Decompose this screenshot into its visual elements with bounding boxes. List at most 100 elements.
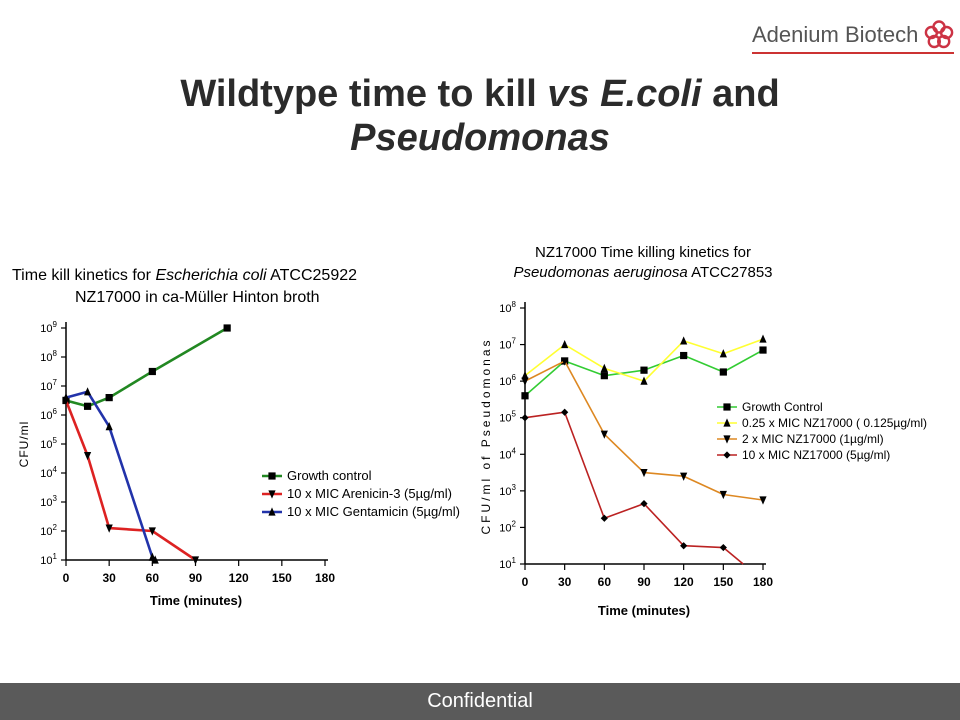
y-tick-base: 10 (40, 410, 52, 422)
data-point (719, 368, 727, 376)
x-tick-label: 180 (753, 575, 773, 589)
y-tick-base: 10 (40, 555, 52, 567)
y-tick-exponent: 6 (512, 373, 517, 382)
x-tick-label: 30 (558, 575, 572, 589)
data-point (62, 393, 70, 402)
data-point (680, 472, 688, 481)
y-tick-base: 10 (499, 340, 511, 352)
y-tick-exponent: 8 (53, 349, 58, 358)
y-tick-exponent: 8 (512, 300, 517, 309)
x-tick-label: 90 (637, 575, 651, 589)
title-part-1: Wildtype time to kill (180, 73, 548, 115)
data-point (600, 372, 608, 380)
y-tick-label: 105 (499, 410, 516, 425)
series-2 (521, 334, 767, 385)
x-tick-label: 90 (189, 571, 203, 585)
data-point (561, 408, 569, 416)
chart-title-part: Pseudomonas aeruginosa (513, 264, 687, 281)
legend-marker (723, 418, 731, 427)
x-axis-label: Time (minutes) (598, 603, 690, 618)
footer-label: Confidential (427, 690, 533, 712)
x-tick-label: 60 (598, 575, 612, 589)
y-tick-base: 10 (40, 468, 52, 480)
data-point (600, 363, 608, 372)
chart-title-part: ATCC27853 (688, 264, 773, 281)
charts-canvas: Time kill kinetics for Escherichia coli … (12, 244, 927, 618)
y-axis-label: CFU/ml (17, 421, 31, 468)
y-tick-base: 10 (40, 439, 52, 451)
y-tick-label: 105 (40, 436, 57, 451)
data-point (148, 367, 156, 376)
data-point (521, 377, 529, 386)
legend-label: 2 x MIC NZ17000 (1µg/ml) (742, 432, 884, 446)
series-4 (521, 408, 744, 565)
data-point (680, 336, 688, 345)
chart-title-line1: Time kill kinetics for Escherichia coli … (12, 267, 357, 284)
data-point (105, 524, 113, 533)
data-point (640, 366, 648, 374)
y-tick-exponent: 7 (53, 378, 58, 387)
series-1 (62, 324, 231, 410)
y-tick-exponent: 1 (53, 552, 58, 561)
legend: Growth Control 0.25 x MIC NZ17000 ( 0.125… (717, 400, 927, 462)
flower-icon (924, 20, 954, 49)
y-tick-exponent: 7 (512, 337, 517, 346)
x-tick-label: 180 (315, 571, 335, 585)
legend: Growth control 10 x MIC Arenicin-3 (5µg/m… (262, 468, 460, 519)
data-point (191, 556, 200, 565)
x-tick-label: 60 (146, 571, 160, 585)
legend-label: Growth control (287, 468, 372, 483)
data-point (759, 334, 767, 343)
y-tick-base: 10 (499, 303, 511, 315)
chart-title-part: Escherichia coli (155, 267, 267, 284)
data-point (759, 496, 767, 505)
y-tick-label: 106 (499, 373, 516, 388)
x-tick-label: 30 (102, 571, 116, 585)
data-point (105, 422, 113, 431)
y-tick-base: 10 (40, 497, 52, 509)
legend-marker (723, 403, 731, 411)
chart-title-line1: NZ17000 Time killing kinetics for (535, 244, 751, 261)
data-point (719, 490, 727, 500)
data-point (151, 555, 159, 564)
y-tick-base: 10 (40, 352, 52, 364)
y-tick-label: 106 (40, 407, 57, 422)
series-line (65, 390, 157, 561)
series-2 (62, 396, 200, 565)
data-point (521, 414, 529, 422)
y-tick-base: 10 (499, 376, 511, 388)
data-point (83, 452, 92, 461)
y-tick-label: 102 (40, 523, 57, 538)
chart-title-part: ATCC25922 (267, 267, 358, 284)
data-point (561, 339, 569, 349)
data-point (223, 324, 231, 332)
data-point (561, 357, 569, 366)
x-tick-label: 120 (674, 575, 694, 589)
y-tick-exponent: 9 (53, 320, 58, 329)
legend-label: Growth Control (742, 400, 823, 414)
legend-marker (268, 472, 276, 480)
legend-label: 10 x MIC NZ17000 (5µg/ml) (742, 448, 890, 462)
series-line (64, 400, 197, 562)
y-tick-base: 10 (40, 526, 52, 538)
series-line (524, 338, 764, 382)
brand-logo: Adenium Biotech (752, 19, 954, 51)
y-tick-exponent: 2 (512, 519, 517, 528)
y-tick-label: 103 (499, 483, 516, 498)
x-tick-label: 120 (229, 571, 249, 585)
y-tick-base: 10 (499, 522, 511, 534)
y-tick-label: 103 (40, 494, 57, 509)
legend-marker (268, 507, 276, 516)
legend-label: 10 x MIC Gentamicin (5µg/ml) (287, 504, 460, 519)
data-point (83, 402, 92, 410)
y-tick-label: 104 (40, 465, 57, 480)
y-tick-base: 10 (499, 413, 511, 425)
x-tick-label: 150 (272, 571, 292, 585)
chart-2: NZ17000 Time killing kinetics for Pseudom… (479, 244, 927, 618)
legend-marker (268, 490, 276, 499)
data-point (719, 543, 727, 552)
y-tick-label: 107 (499, 337, 516, 352)
data-point (521, 392, 529, 400)
chart-title-line2: Pseudomonas aeruginosa ATCC27853 (513, 264, 772, 281)
chart-1: Time kill kinetics for Escherichia coli … (12, 267, 460, 608)
